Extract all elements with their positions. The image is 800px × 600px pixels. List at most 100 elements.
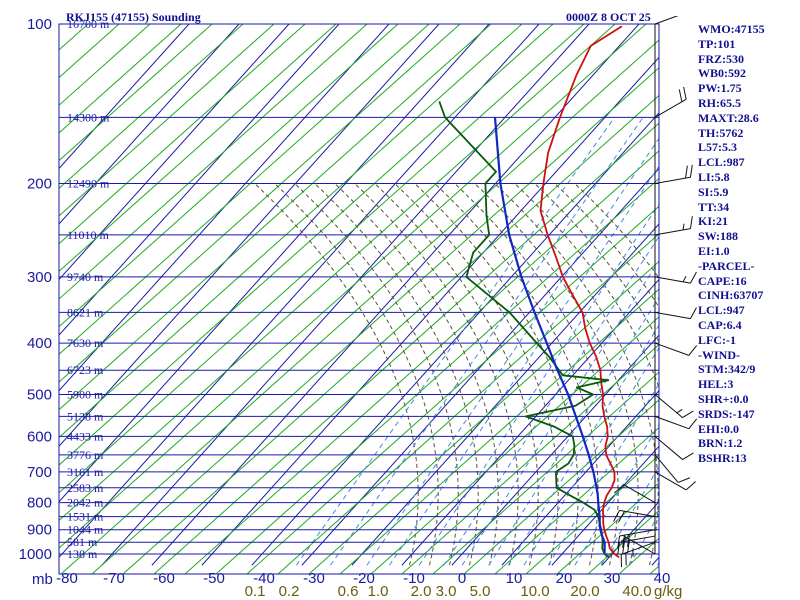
isotherm-line	[59, 24, 240, 225]
moist-adiabat-line	[354, 183, 519, 566]
moist-adiabat-line	[554, 183, 659, 309]
index-item: EHI:0.0	[698, 421, 740, 436]
index-item: L57:5.3	[698, 140, 737, 155]
height-label: 138 m	[67, 547, 98, 561]
height-label: 1044 m	[67, 523, 104, 537]
index-item: LCL:987	[698, 155, 745, 170]
height-label: 3161 m	[67, 465, 104, 479]
pressure-tick-label: 200	[27, 176, 52, 193]
isotherm-line	[201, 56, 659, 566]
isotherm-line	[59, 24, 390, 392]
dry-adiabat-line	[215, 177, 659, 574]
moist-adiabat-line	[394, 183, 559, 566]
wind-barb-feather	[678, 89, 683, 102]
temperature-tick-label: -70	[103, 570, 125, 587]
mixing-ratio-tick-label: 0.1	[245, 583, 266, 600]
wind-barb-staff	[654, 415, 689, 430]
pressure-tick-label: 500	[27, 386, 52, 403]
mixing-ratio-tick-label: 0.6	[338, 583, 359, 600]
temperature-tick-label: 20	[556, 570, 573, 587]
mixing-ratio-line	[389, 165, 659, 566]
wind-barb	[654, 454, 691, 483]
height-label: 8621 m	[67, 305, 104, 319]
dry-adiabat-line	[153, 122, 659, 574]
index-item: -PARCEL-	[698, 258, 755, 273]
moist-adiabat-line	[274, 183, 439, 566]
temperature-tick-label: 0	[458, 570, 466, 587]
temperature-profile-line	[539, 25, 623, 558]
wind-barb-staff	[619, 529, 656, 537]
chart-datetime: 0000Z 8 OCT 25	[566, 10, 651, 24]
wind-barb-staff	[654, 311, 691, 320]
index-item: MAXT:28.6	[698, 110, 759, 125]
index-item: TT:34	[698, 199, 730, 214]
dry-adiabat-line	[59, 24, 213, 162]
dry-adiabat-line	[59, 24, 368, 300]
index-item: WMO:47155	[698, 22, 765, 36]
height-label: 2042 m	[67, 496, 104, 510]
wind-barb-feather	[622, 541, 625, 555]
wind-barb-feather	[617, 542, 621, 555]
dry-adiabat-line	[59, 24, 337, 272]
dry-adiabat-line	[91, 67, 659, 574]
dry-adiabat-line	[277, 233, 659, 574]
wind-barb-feather	[627, 540, 630, 554]
wind-barb-feather	[690, 307, 697, 319]
mixing-ratio-line	[295, 117, 615, 566]
moist-adiabat-line	[494, 183, 659, 566]
isotherm-line	[401, 278, 659, 566]
temperature-tick-label: -80	[56, 570, 78, 587]
dry-adiabat-line	[59, 24, 461, 383]
wind-barbs	[613, 16, 698, 568]
isotherm-line	[101, 24, 590, 566]
wind-barb-staff	[654, 98, 687, 118]
wind-barb	[654, 471, 696, 491]
wind-barb-feather	[613, 510, 620, 522]
mixing-ratio-tick-labels: 0.1 0.2 0.6 1.0 2.0 3.0 5.0 10.0 20.0 40.0	[245, 583, 652, 600]
wind-barb	[617, 535, 656, 555]
dry-adiabat-line	[59, 24, 492, 411]
index-item: LCL:947	[698, 303, 745, 318]
wind-barb-staff	[654, 454, 679, 483]
moist-adiabat-line	[474, 183, 639, 566]
moist-adiabat-line	[334, 183, 499, 566]
height-label: 12490 m	[67, 177, 110, 191]
wind-barb-staff	[619, 509, 656, 518]
isotherm-line	[301, 167, 659, 566]
chart-title: RKJ155 (47155) Sounding	[66, 10, 201, 24]
dry-adiabat-line	[0, 24, 57, 574]
mixing-ratio-line	[418, 203, 659, 566]
index-item: CAP:6.4	[698, 317, 742, 332]
wind-barb	[614, 484, 656, 504]
dry-adiabat-line	[59, 24, 430, 356]
isotherm-line	[59, 24, 440, 447]
wind-barb	[654, 394, 694, 419]
mixing-ratio-tick-label: 40.0	[622, 583, 651, 600]
wind-barb-feather	[685, 481, 696, 491]
wind-barb	[613, 509, 656, 523]
wind-barb-staff	[654, 176, 691, 185]
wind-barb-feather	[689, 164, 693, 178]
index-item: TH:5762	[698, 125, 744, 140]
mixing-ratio-tick-label: 1.0	[368, 583, 389, 600]
pressure-tick-label: 1000	[19, 546, 52, 563]
index-item: LFC:-1	[698, 332, 736, 347]
height-label: 5900 m	[67, 387, 104, 401]
wind-barb-feather	[677, 477, 691, 483]
wind-barb-staff	[654, 394, 683, 418]
pressure-tick-label: 400	[27, 335, 52, 352]
temperature-tick-label: -50	[203, 570, 225, 587]
isobar-lines	[58, 23, 660, 575]
dry-adiabat-line	[525, 454, 659, 574]
height-label: 14300 m	[67, 110, 110, 124]
mixing-ratio-line	[488, 296, 659, 566]
index-item: -WIND-	[698, 347, 740, 362]
wind-barb-staff	[623, 484, 656, 504]
wind-barb	[654, 436, 694, 460]
dry-adiabat-line	[59, 24, 523, 439]
wind-barb-staff	[654, 471, 687, 491]
wind-barb-feather	[685, 165, 688, 179]
wind-barb-feather	[689, 216, 693, 229]
height-label: 4433 m	[67, 429, 104, 443]
wind-barb-feather	[688, 345, 698, 356]
